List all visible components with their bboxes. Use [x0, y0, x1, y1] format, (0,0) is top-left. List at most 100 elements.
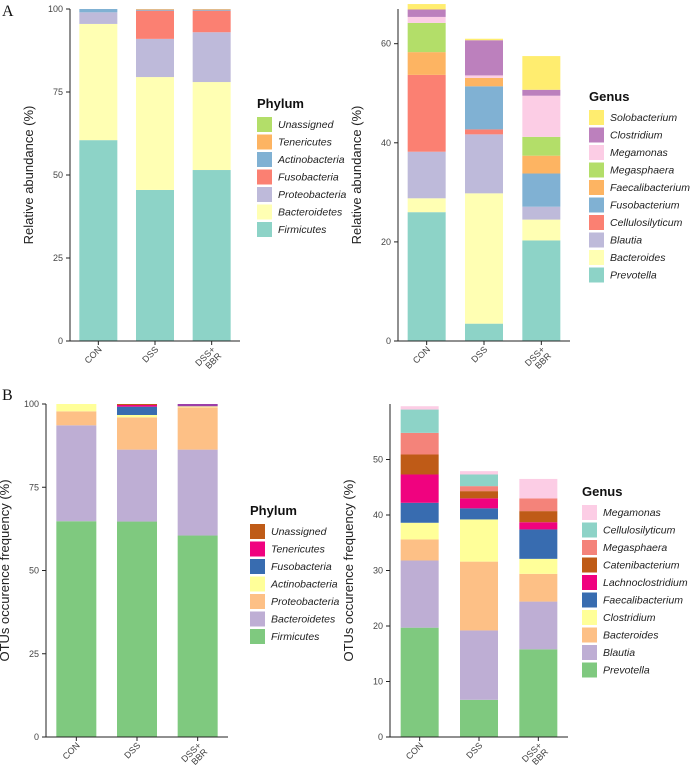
legend-item-clostridium: Clostridium [610, 130, 663, 142]
bar-segment-megasphaera-con [407, 22, 446, 53]
bar-segment-bacteroidetes-con [56, 425, 97, 522]
legend-swatch-faecalibacterium [582, 592, 597, 608]
y-tick-label: 20 [381, 237, 391, 247]
bar-segment-bacteroides-con [400, 539, 439, 561]
y-tick-label: 50 [373, 455, 383, 465]
legend-title: Phylum [250, 503, 297, 518]
legend-item-firmicutes: Firmicutes [271, 631, 320, 643]
bar-segment-fusobacteria-dss [136, 10, 174, 39]
bar-segment-faecalibacterium-dss [460, 508, 498, 520]
legend-swatch-catenibacterium [582, 557, 597, 573]
x-tick-label-dss-bbr: DSS+BBR [523, 344, 554, 375]
legend-item-fusobacterium: Fusobacterium [610, 200, 680, 212]
bar-segment-megamonas-dss [460, 471, 498, 475]
y-tick-label: 50 [53, 170, 63, 180]
legend-swatch-unassigned [257, 117, 272, 132]
x-tick-label-dss: DSS [469, 344, 489, 364]
bar-segment-lachnoclostridium-con [400, 474, 439, 503]
legend-item-bacteroidetes: Bacteroidetes [271, 614, 336, 626]
bar-segment-megamonas-con [407, 16, 446, 23]
bar-segment-megamonas-con [400, 406, 439, 410]
legend-swatch-proteobacteria [250, 594, 265, 609]
bar-segment-bacteroides-dss-bbr [519, 573, 558, 602]
bar-segment-blautia-con [400, 560, 439, 628]
bar-segment-tenericutes-dss-bbr [192, 9, 231, 10]
bar-segment-catenibacterium-dss [460, 491, 498, 499]
x-tick-label-dss: DSS [122, 740, 142, 760]
bar-segment-solobacterium-con [407, 4, 446, 10]
bar-segment-proteobacteria-dss [136, 38, 174, 78]
legend-swatch-megamonas [589, 145, 604, 160]
bar-segment-proteobacteria-con [79, 12, 118, 24]
chart-b-genus: CON DSS DSS+BBR 0 10 20 30 40 50 OTUs occurence f… [341, 404, 688, 768]
y-axis-label: Relative abundance (%) [349, 106, 364, 245]
legend-swatch-clostridium [582, 610, 597, 625]
legend-swatch-prevotella [582, 662, 597, 678]
legend-swatch-actinobacteria [250, 576, 265, 592]
bar-segment-actinobacteria-dss-bbr [192, 9, 231, 11]
bar-segment-faecalibacterium-con [400, 502, 439, 523]
bar-segment-faecalibacterium-con [407, 52, 446, 75]
bar-segment-bacteroidetes-dss-bbr [192, 82, 231, 171]
y-tick-label: 30 [373, 566, 383, 576]
legend-swatch-bacteroides [582, 627, 597, 643]
y-axis-label: OTUs occurence frequency (%) [341, 479, 356, 661]
bar-segment-fusobacterium-dss-bbr [522, 173, 561, 207]
legend-item-blautia: Blautia [610, 235, 642, 247]
legend-item-tenericutes: Tenericutes [278, 137, 333, 149]
bar-segment-proteobacteria-dss [117, 417, 157, 450]
legend-title: Genus [589, 89, 629, 104]
legend-item-fusobacteria: Fusobacteria [271, 561, 332, 573]
legend-item-megamonas: Megamonas [610, 147, 669, 159]
y-tick-label: 60 [381, 39, 391, 49]
bar-segment-firmicutes-dss [117, 521, 157, 737]
legend-swatch-blautia [589, 232, 604, 248]
x-tick-label-dss-bbr: DSS+BBR [520, 740, 551, 768]
legend-item-cellulosilyticum: Cellulosilyticum [610, 217, 683, 229]
legend-swatch-megasphaera [589, 162, 604, 178]
legend-swatch-blautia [582, 645, 597, 660]
bar-segment-cellulosilyticum-con [407, 74, 446, 152]
x-tick-label-part: DSS [122, 740, 142, 760]
bar-segment-firmicutes-dss [136, 189, 174, 341]
y-tick-label: 75 [29, 482, 39, 492]
legend-swatch-cellulosilyticum [589, 215, 604, 230]
bar-segment-firmicutes-con [79, 140, 118, 341]
legend-item-actinobacteria: Actinobacteria [270, 579, 338, 591]
bar-segment-clostridium-con [407, 9, 446, 17]
bar-segment-lachnoclostridium-dss [460, 498, 498, 509]
bar-segment-prevotella-con [400, 627, 439, 737]
x-tick-label-dss: DSS [140, 344, 160, 364]
x-tick-label-dss: DSS [464, 740, 484, 760]
x-tick-label-con: CON [83, 344, 104, 365]
x-tick-label-dss-bbr: DSS+BBR [193, 344, 224, 375]
legend-item-faecalibacterium: Faecalibacterium [603, 595, 683, 607]
bar-segment-catenibacterium-dss-bbr [519, 511, 558, 523]
chart-a-genus: CON DSS DSS+BBR 0 20 40 60 Relative abundance (… [349, 4, 690, 375]
bar-segment-firmicutes-dss-bbr [177, 535, 218, 737]
legend-swatch-bacteroidetes [250, 611, 265, 627]
legend-title: Genus [582, 484, 622, 499]
legend-swatch-tenericutes [257, 134, 272, 150]
legend-swatch-prevotella [589, 267, 604, 283]
bar-segment-bacteroidetes-dss [136, 77, 174, 190]
legend-item-lachnoclostridium: Lachnoclostridium [603, 577, 688, 589]
bar-segment-solobacterium-dss [465, 38, 503, 41]
legend-swatch-fusobacteria [257, 169, 272, 185]
bar-segment-catenibacterium-con [400, 454, 439, 475]
y-tick-label: 0 [34, 732, 39, 742]
bar-segment-cellulosilyticum-dss [465, 129, 503, 135]
bar-segment-bacteroides-dss [465, 193, 503, 324]
bar-segment-clostridium-dss [465, 40, 503, 76]
bar-segment-other-dss-bbr [177, 404, 218, 407]
bar-segment-megasphaera-con [400, 432, 439, 455]
bar-segment-cellulosilyticum-dss [460, 474, 498, 487]
y-tick-label: 100 [24, 399, 39, 409]
bar-segment-prevotella-dss [465, 323, 503, 341]
legend-swatch-firmicutes [257, 222, 272, 237]
bar-segment-tenericutes-dss [117, 404, 157, 407]
bar-segment-tenericutes-dss [136, 9, 174, 10]
chart-a-phylum: CON DSS DSS+BBR 0 25 50 75 100 Relative abundanc… [21, 4, 346, 375]
bar-segment-actinobacteria-dss-bbr [177, 406, 218, 408]
